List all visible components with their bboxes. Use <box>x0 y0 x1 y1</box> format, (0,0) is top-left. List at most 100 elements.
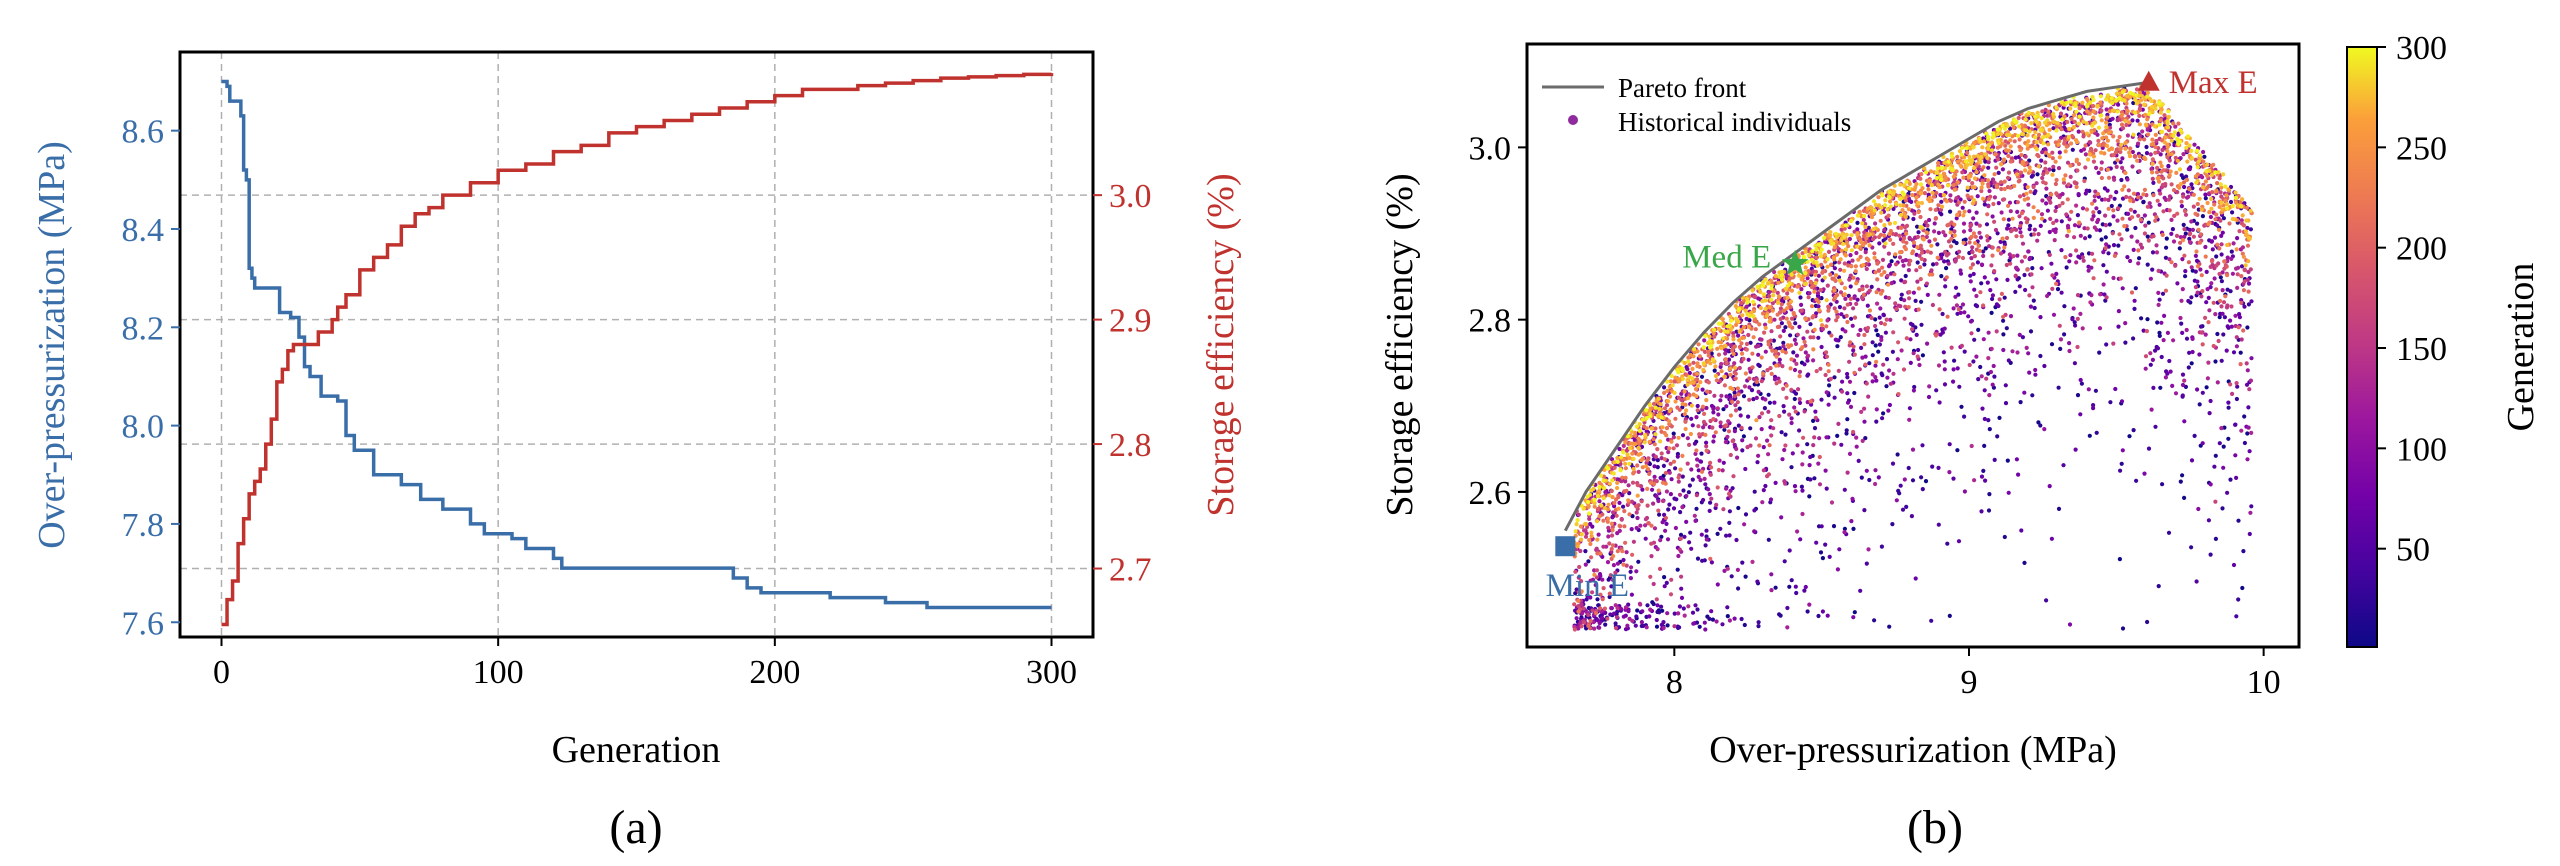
historical-point <box>2071 113 2077 118</box>
historical-point <box>1851 615 1856 620</box>
historical-point <box>1916 230 1921 235</box>
historical-point <box>1873 221 1878 226</box>
historical-point <box>1597 499 1602 504</box>
historical-point <box>1573 569 1578 574</box>
historical-point <box>1615 561 1620 566</box>
historical-point <box>2246 302 2251 307</box>
historical-point <box>1587 537 1592 543</box>
historical-point <box>1862 332 1867 338</box>
historical-point <box>2209 196 2214 201</box>
historical-point <box>1967 240 1972 245</box>
historical-point <box>2018 223 2023 228</box>
historical-point <box>1722 374 1727 379</box>
historical-point <box>1972 287 1977 292</box>
historical-point <box>1864 236 1869 241</box>
historical-point <box>1699 374 1705 379</box>
historical-point <box>1870 353 1875 358</box>
historical-point <box>2165 125 2171 130</box>
historical-point <box>1737 329 1742 334</box>
historical-point <box>1978 235 1983 240</box>
historical-point <box>2181 180 2187 185</box>
historical-point <box>2034 140 2039 145</box>
historical-point <box>2219 242 2224 247</box>
historical-point <box>2051 126 2056 131</box>
historical-point <box>1813 409 1818 414</box>
historical-point <box>1606 502 1611 507</box>
historical-point <box>2220 270 2225 275</box>
historical-point <box>1647 614 1652 619</box>
historical-point <box>1758 305 1763 311</box>
historical-point <box>2060 191 2065 197</box>
historical-point <box>2244 218 2249 223</box>
historical-point <box>1772 400 1777 405</box>
historical-point <box>2189 458 2195 463</box>
historical-point <box>2014 172 2019 177</box>
historical-point <box>1781 328 1786 333</box>
historical-point <box>2134 87 2140 92</box>
historical-point <box>1915 245 1920 250</box>
historical-point <box>1884 357 1890 362</box>
historical-point <box>2080 326 2085 331</box>
historical-point <box>2135 158 2140 163</box>
historical-point <box>2078 377 2083 383</box>
historical-point <box>1820 326 1825 332</box>
historical-point <box>2038 423 2043 428</box>
historical-point <box>2246 405 2251 410</box>
historical-point <box>1970 181 1975 186</box>
historical-point <box>2136 141 2141 146</box>
historical-point <box>1863 362 1868 367</box>
historical-point <box>1715 346 1720 351</box>
historical-point <box>1759 411 1765 416</box>
historical-point <box>2169 182 2174 187</box>
historical-point <box>2182 227 2187 232</box>
historical-point <box>1623 540 1628 545</box>
historical-point <box>1675 405 1680 410</box>
historical-point <box>1785 625 1790 630</box>
historical-point <box>2125 227 2130 232</box>
historical-point <box>2116 102 2121 107</box>
historical-point <box>1726 491 1732 496</box>
historical-point <box>1855 244 1860 249</box>
historical-point <box>2043 160 2048 165</box>
historical-point <box>1937 307 1942 312</box>
historical-point <box>1598 551 1603 556</box>
historical-point <box>1649 554 1654 559</box>
historical-point <box>1918 191 1924 196</box>
historical-point <box>1609 584 1614 589</box>
historical-point <box>1826 308 1831 313</box>
historical-point <box>2007 148 2012 153</box>
historical-point <box>2214 263 2219 268</box>
historical-point <box>1668 461 1673 466</box>
historical-point <box>1607 591 1612 596</box>
historical-point <box>1781 340 1786 345</box>
historical-point <box>2221 172 2226 177</box>
historical-point <box>1903 214 1908 220</box>
historical-point <box>2068 174 2073 179</box>
historical-point <box>2111 341 2116 346</box>
historical-point <box>2110 231 2115 236</box>
historical-point <box>1774 363 1779 368</box>
historical-point <box>1982 416 1987 422</box>
historical-point <box>1719 361 1724 367</box>
historical-point <box>2163 255 2168 260</box>
historical-point <box>1951 379 1956 384</box>
historical-point <box>1685 396 1691 401</box>
historical-point <box>2142 471 2147 476</box>
historical-point <box>2225 273 2230 278</box>
historical-point <box>2233 190 2238 195</box>
historical-point <box>1651 581 1656 587</box>
historical-point <box>1986 165 1991 170</box>
historical-point <box>1803 350 1808 355</box>
historical-point <box>1651 501 1656 506</box>
historical-point <box>2051 164 2056 169</box>
historical-point <box>1954 216 1959 221</box>
historical-point <box>2171 338 2176 343</box>
historical-point <box>1834 309 1839 314</box>
historical-point <box>1697 354 1702 359</box>
historical-point <box>1766 537 1771 542</box>
historical-point <box>1664 433 1669 438</box>
historical-point <box>1968 319 1974 324</box>
historical-point <box>1733 376 1738 381</box>
historical-point <box>1654 479 1659 484</box>
historical-point <box>2047 252 2052 257</box>
